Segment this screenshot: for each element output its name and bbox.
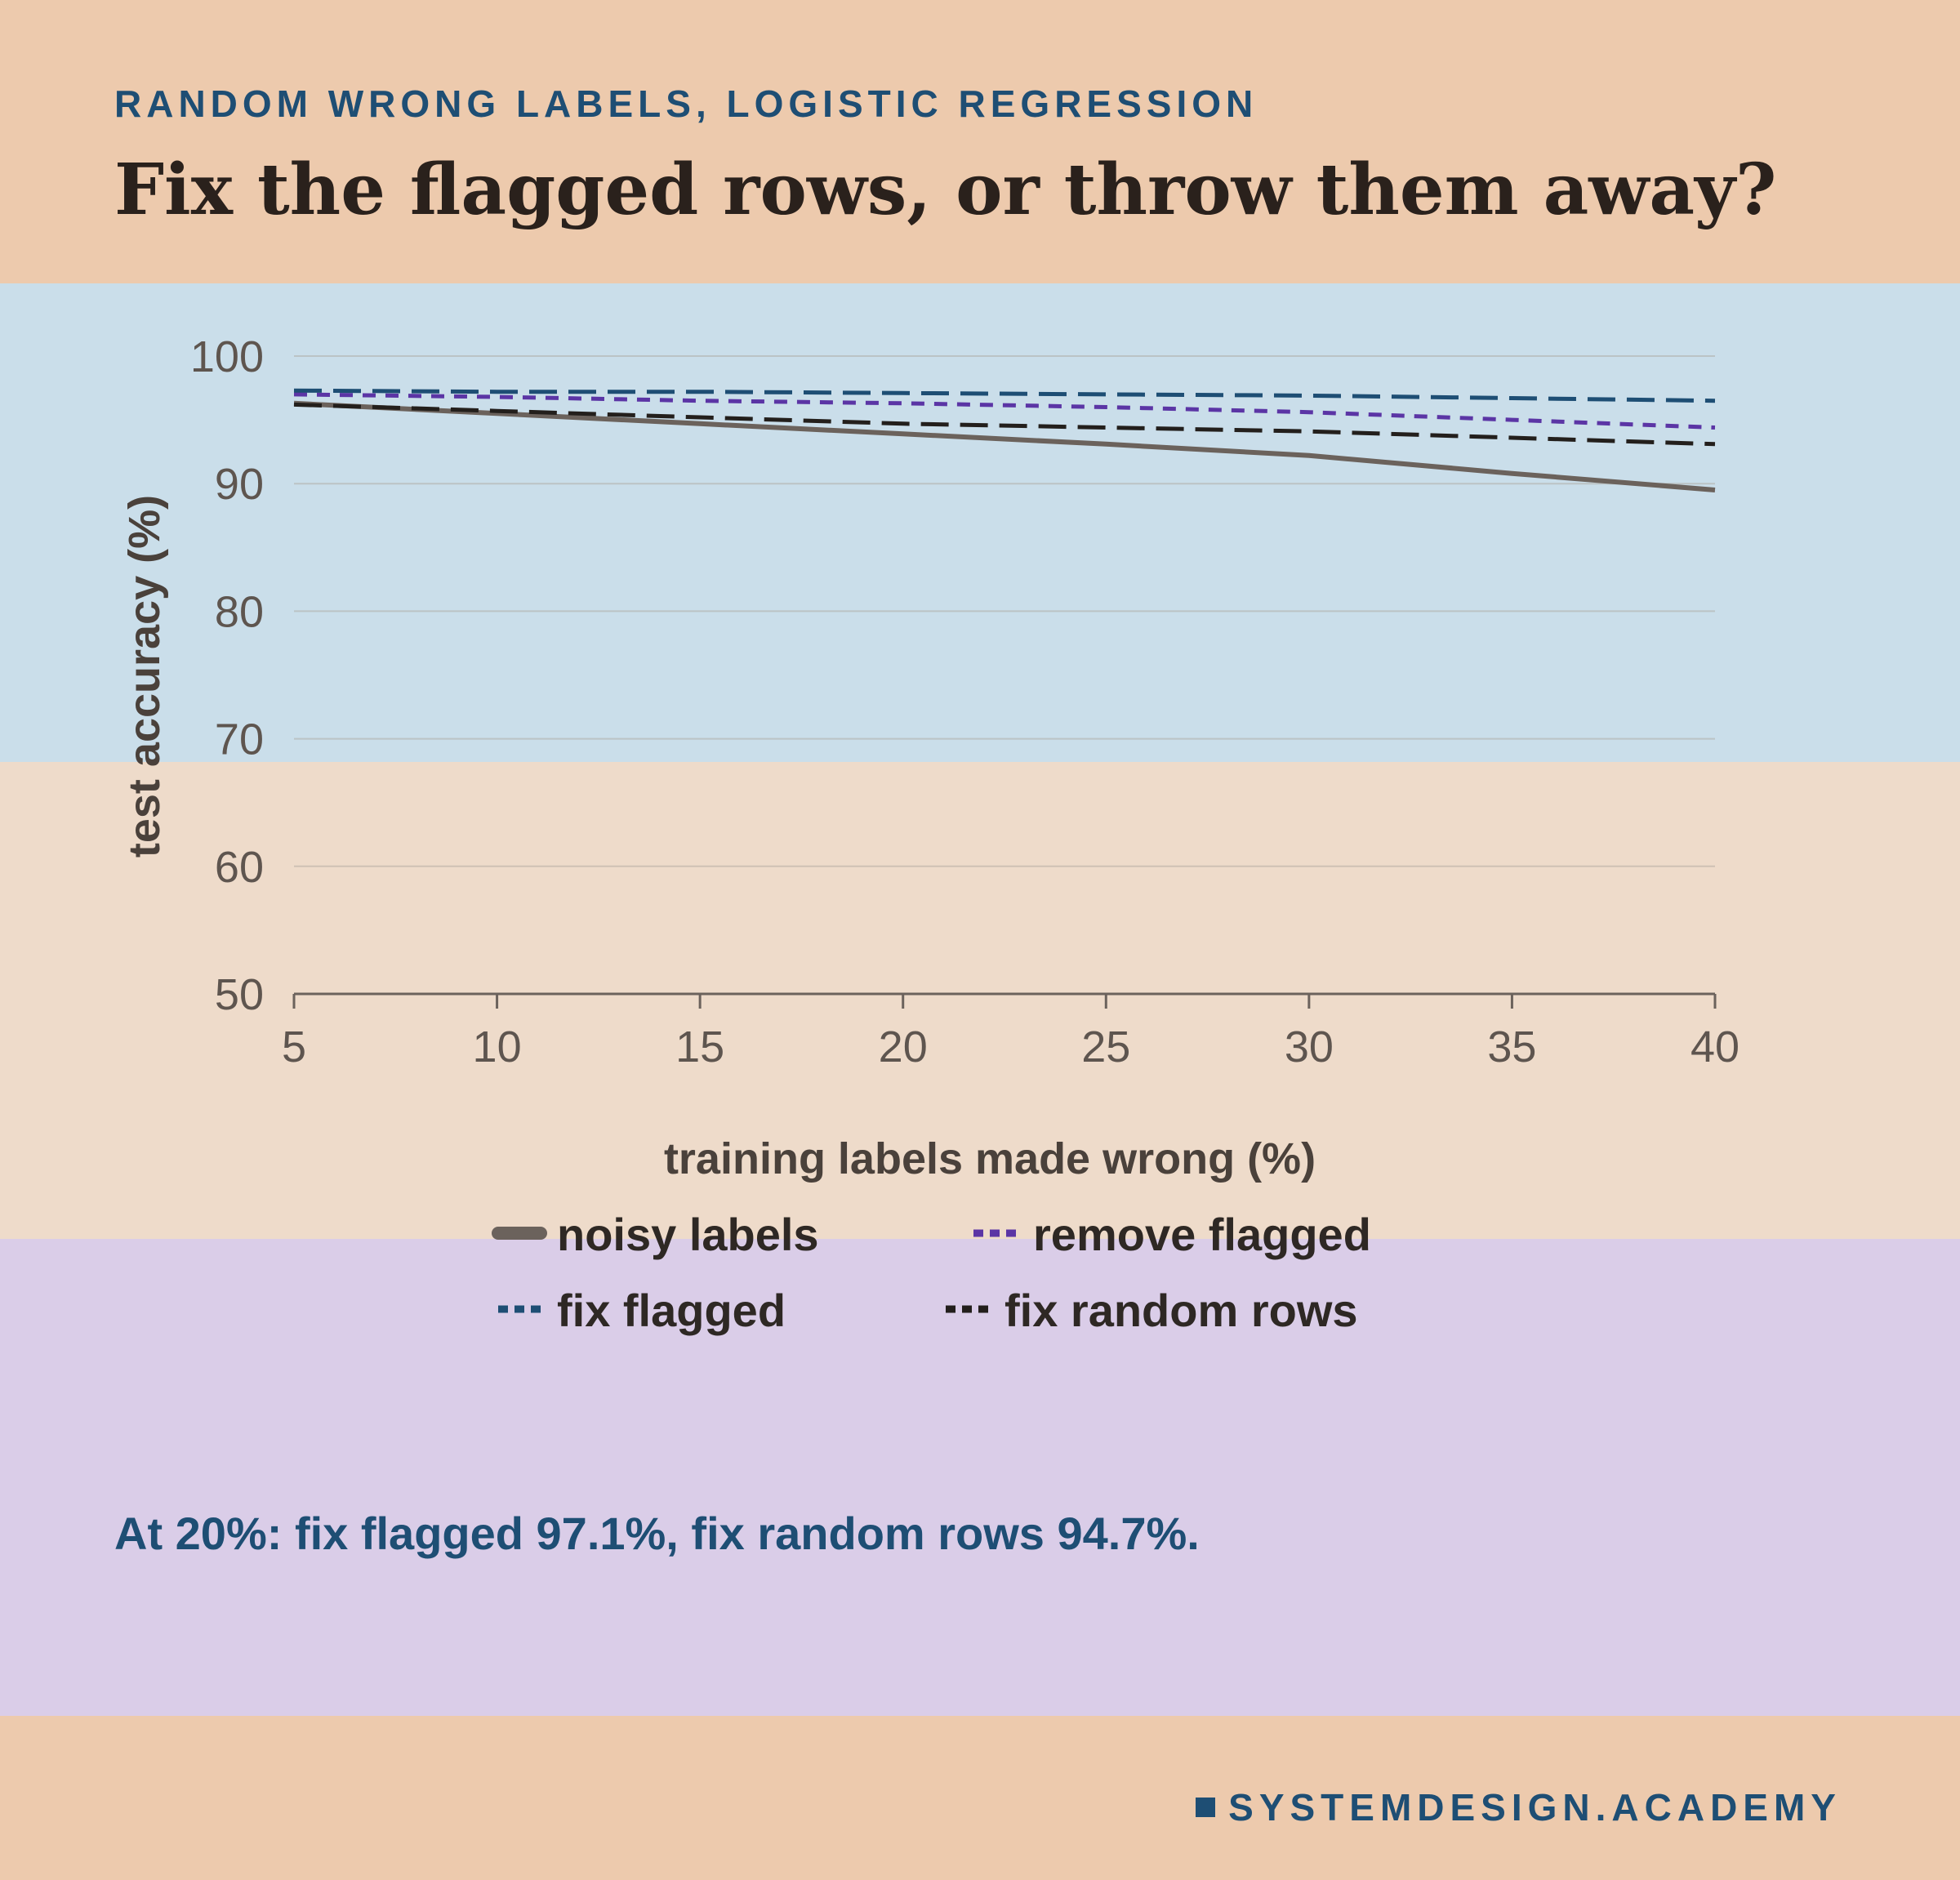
x-tick-label: 30 [1285, 1022, 1334, 1071]
grid-lines [294, 355, 1715, 867]
legend-label: noisy labels [557, 1209, 819, 1260]
x-axis-label: training labels made wrong (%) [664, 1134, 1316, 1183]
legend-label: fix random rows [1004, 1285, 1358, 1336]
legend: noisy labels remove flagged fix flagged fix… [492, 1209, 1371, 1336]
legend-label: remove flagged [1033, 1209, 1371, 1260]
brand-name: SYSTEMDESIGN.ACADEMY [1228, 1786, 1842, 1829]
y-axis-label: test accuracy (%) [120, 495, 169, 858]
series-line-fix-random-rows [293, 402, 1716, 447]
x-tick-label: 35 [1487, 1022, 1536, 1071]
footer-band [0, 1716, 1960, 1880]
series-line-noisy-labels [293, 400, 1716, 492]
chart-kicker: RANDOM WRONG LABELS, LOGISTIC REGRESSION [114, 82, 1258, 125]
takeaway-note: At 20%: fix flagged 97.1%, fix random ro… [114, 1508, 1200, 1559]
chart-band-peach [0, 762, 1960, 1239]
x-tick-label: 25 [1081, 1022, 1130, 1071]
note-band [0, 1239, 1960, 1716]
x-tick-labels: 5 10 15 20 25 30 35 40 [282, 1022, 1740, 1071]
x-tick-label: 5 [282, 1022, 306, 1071]
x-tick-label: 40 [1690, 1022, 1740, 1071]
y-tick-label: 60 [215, 843, 264, 892]
chart-title: Fix the flagged rows, or throw them away… [114, 149, 1777, 231]
y-tick-label: 80 [215, 587, 264, 636]
x-tick-label: 15 [675, 1022, 724, 1071]
x-axis [292, 992, 1717, 1009]
x-tick-label: 10 [473, 1022, 522, 1071]
y-tick-label: 100 [190, 332, 264, 381]
y-tick-label: 90 [215, 460, 264, 509]
header-band [0, 0, 1960, 283]
line-chart: 50 60 70 80 90 100 5 10 15 20 25 30 35 40 training l… [120, 332, 1740, 1336]
chart-band-blue [0, 283, 1960, 762]
series-line-fix-flagged [293, 388, 1716, 403]
y-tick-label: 50 [215, 970, 264, 1019]
series-line-remove-flagged [293, 392, 1716, 430]
brand-mark[interactable]: SYSTEMDESIGN.ACADEMY [1196, 1785, 1842, 1829]
brand-square-icon [1196, 1798, 1216, 1817]
y-tick-labels: 50 60 70 80 90 100 [190, 332, 264, 1019]
x-tick-label: 20 [879, 1022, 928, 1071]
y-tick-label: 70 [215, 715, 264, 764]
legend-label: fix flagged [557, 1285, 786, 1336]
series-lines [293, 388, 1716, 492]
